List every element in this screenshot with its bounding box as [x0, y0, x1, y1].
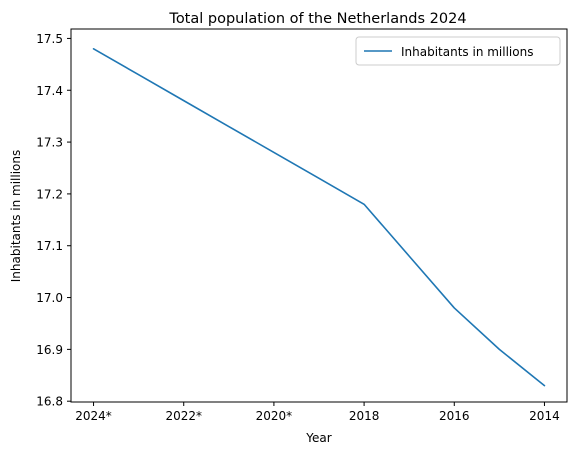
y-tick-label: 17.5 — [36, 32, 63, 46]
x-tick-label: 2016 — [439, 409, 470, 423]
x-tick-label: 2024* — [75, 409, 112, 423]
x-axis: 2024* 2022* 2020* 2018 2016 2014 — [75, 402, 560, 423]
x-tick-label: 2022* — [165, 409, 202, 423]
y-axis-label: Inhabitants in millions — [9, 150, 23, 282]
legend-label: Inhabitants in millions — [401, 45, 533, 59]
x-tick-label: 2018 — [349, 409, 380, 423]
y-tick-label: 16.8 — [36, 395, 63, 409]
y-tick-label: 17.2 — [36, 187, 63, 201]
legend: Inhabitants in millions — [355, 36, 561, 66]
y-tick-label: 17.4 — [36, 84, 63, 98]
series-line — [92, 47, 546, 387]
y-tick-label: 17.3 — [36, 136, 63, 150]
x-tick-label: 2020* — [256, 409, 293, 423]
x-tick-label: 2014 — [529, 409, 560, 423]
y-axis: 16.8 16.9 17.0 17.1 17.2 17.3 17.4 17.5 — [36, 32, 71, 409]
legend-box — [355, 36, 561, 66]
y-tick-label: 17.1 — [36, 239, 63, 253]
x-axis-label: Year — [305, 431, 331, 445]
y-tick-label: 17.0 — [36, 291, 63, 305]
chart-title: Total population of the Netherlands 2024 — [168, 11, 466, 27]
plot-frame — [70, 28, 568, 403]
y-tick-label: 16.9 — [36, 343, 63, 357]
series-layer — [92, 47, 546, 387]
